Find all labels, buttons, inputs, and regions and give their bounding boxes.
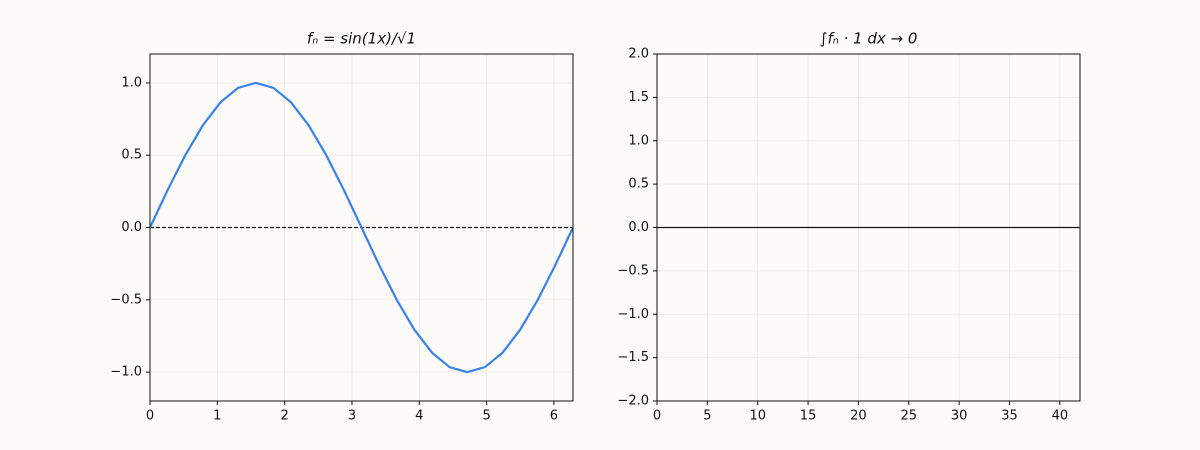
x-tick-label: 0 [146, 409, 154, 424]
subplot: 0 1 2 3 4 5 6 −1.0 −0.5 0.0 0.5 1.0 fₙ = sin(1x)/√1 [110, 30, 574, 424]
line-series [150, 81, 573, 374]
x-tick-label: 10 [749, 409, 766, 424]
y-tick-label: −1.0 [110, 365, 142, 380]
y-tick-label: −0.5 [110, 292, 142, 307]
y-tick-label: 1.0 [121, 75, 142, 90]
y-tick-label: 1.5 [628, 90, 649, 105]
x-tick-label: 30 [951, 409, 968, 424]
x-tick-label: 4 [415, 409, 423, 424]
chart-title: fₙ = sin(1x)/√1 [307, 30, 416, 48]
y-tick-label: −0.5 [617, 263, 649, 278]
x-tick-label: 6 [550, 409, 558, 424]
y-tick-label: 2.0 [628, 47, 649, 62]
y-tick-label: 0.0 [121, 220, 142, 235]
x-tick-label: 40 [1052, 409, 1069, 424]
subplot: 0 5 10 15 20 25 30 35 40 −2.0 −1.5 −1.0 −0.5 0.0 0.5 1.… [617, 30, 1081, 424]
x-tick-label: 25 [901, 409, 918, 424]
axes-frame [149, 53, 574, 402]
y-tick-label: 0.5 [121, 148, 142, 163]
axes-frame [656, 53, 1081, 402]
x-tick-label: 5 [482, 409, 490, 424]
x-tick-label: 2 [281, 409, 289, 424]
x-tick-label: 1 [213, 409, 221, 424]
x-tick-label: 3 [348, 409, 356, 424]
x-tick-label: 35 [1001, 409, 1018, 424]
plot-area [150, 81, 573, 374]
chart-title: ∫fₙ · 1 dx → 0 [820, 30, 918, 48]
y-tick-label: 0.5 [628, 177, 649, 192]
y-tick-label: −2.0 [617, 394, 649, 409]
y-tick-label: 0.0 [628, 220, 649, 235]
y-tick-label: 1.0 [628, 133, 649, 148]
x-tick-label: 20 [850, 409, 867, 424]
y-tick-label: −1.5 [617, 350, 649, 365]
x-tick-label: 15 [800, 409, 817, 424]
x-tick-label: 0 [653, 409, 661, 424]
y-tick-label: −1.0 [617, 307, 649, 322]
x-tick-label: 5 [703, 409, 711, 424]
